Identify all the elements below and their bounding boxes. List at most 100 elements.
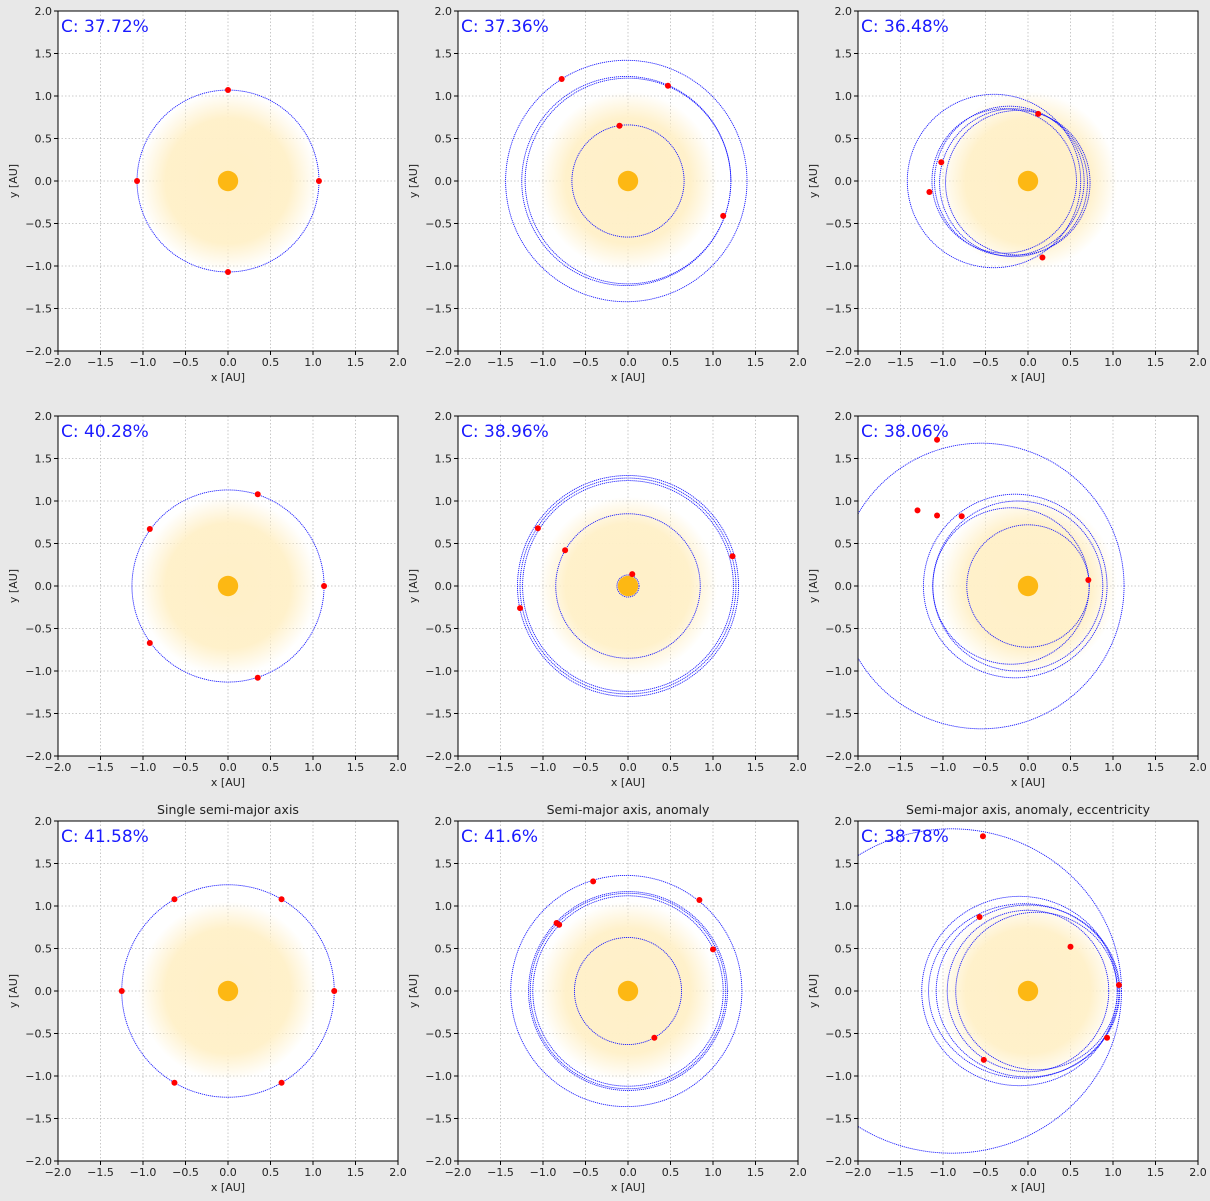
y-tick-label: −2.0 [825, 345, 852, 358]
y-tick-label: 1.5 [435, 858, 453, 871]
x-tick-label: 2.0 [389, 356, 407, 369]
orbit-path [522, 480, 734, 692]
x-tick-label: 0.0 [1019, 761, 1037, 774]
planet-point [958, 513, 965, 520]
y-tick-label: 2.0 [435, 410, 453, 423]
x-tick-label: 2.0 [789, 1166, 807, 1179]
x-tick-label: −0.5 [572, 761, 599, 774]
subplot-9: −2.0−2.0 −1.5 −1.5 −1.0 −1.0 −0.5 −0.5 0.0 0.0 0.… [807, 802, 1207, 1194]
x-tick-label: 1.5 [1147, 356, 1165, 369]
y-axis-label: y [AU] [407, 569, 420, 603]
planet-point [979, 833, 986, 840]
y-tick-label: 0.5 [35, 133, 53, 146]
x-tick-label: −1.5 [87, 1166, 114, 1179]
x-tick-label: 1.5 [347, 761, 365, 774]
y-tick-label: 1.5 [35, 48, 53, 61]
plot-area [906, 91, 1118, 271]
y-axis-label: y [AU] [807, 569, 820, 603]
y-tick-label: 1.0 [435, 900, 453, 913]
coverage-label: C: 38.06% [861, 422, 949, 442]
x-tick-label: 1.5 [1147, 761, 1165, 774]
orbit-path [519, 477, 737, 695]
orbit-path [532, 895, 724, 1087]
x-tick-label: 0.5 [1062, 761, 1080, 774]
x-tick-label: 0.0 [619, 761, 637, 774]
y-tick-label: 1.0 [35, 90, 53, 103]
planet-point [1035, 110, 1042, 117]
star-marker [217, 980, 239, 1002]
x-tick-label: 0.5 [262, 1166, 280, 1179]
x-tick-label: 0.0 [619, 356, 637, 369]
grid [858, 821, 1198, 1161]
x-tick-label: 2.0 [1189, 356, 1207, 369]
planet-point [980, 1056, 987, 1063]
planet-point [1104, 1034, 1111, 1041]
y-tick-label: 2.0 [435, 815, 453, 828]
planet-point [225, 87, 231, 94]
coverage-label: C: 36.48% [861, 17, 949, 37]
x-tick-label: −1.5 [87, 356, 114, 369]
x-tick-label: −1.5 [487, 1166, 514, 1179]
x-tick-label: −0.5 [572, 356, 599, 369]
subplot-8: −2.0−2.0 −1.5 −1.5 −1.0 −1.0 −0.5 −0.5 0.0 0.0 0.… [407, 802, 807, 1194]
subplot-1: −2.0−2.0 −1.5 −1.5 −1.0 −1.0 −0.5 −0.5 0.0 0.0 0.… [7, 5, 407, 384]
planet-point [562, 547, 569, 554]
x-tick-label: 1.5 [747, 356, 765, 369]
y-axis-label: y [AU] [407, 974, 420, 1008]
planet-point [720, 212, 727, 219]
x-tick-label: −1.5 [487, 356, 514, 369]
x-tick-label: −0.5 [972, 356, 999, 369]
star-marker [617, 980, 639, 1002]
orbit-path [571, 124, 685, 238]
y-tick-label: 0.5 [435, 538, 453, 551]
x-tick-label: −2.0 [445, 356, 472, 369]
x-tick-label: 0.0 [219, 761, 237, 774]
y-tick-label: 0.5 [835, 133, 853, 146]
grid [858, 416, 1198, 756]
y-tick-label: −1.0 [25, 260, 52, 273]
grid [458, 821, 798, 1161]
x-axis-label: x [AU] [611, 1181, 645, 1194]
planet-point [171, 1079, 178, 1086]
y-tick-label: −1.0 [825, 1070, 852, 1083]
subplot-grid: −2.0 −2.0 −1.5 −1.5 −1.0 −1.0 −0.5 −0.5 0.0 0.0 0.… [7, 5, 1207, 1194]
orbit-path [555, 513, 701, 659]
x-tick-label: 0.5 [262, 761, 280, 774]
x-axis-label: x [AU] [611, 371, 645, 384]
y-axis-label: y [AU] [7, 974, 20, 1008]
y-axis-label: y [AU] [807, 974, 820, 1008]
y-axis-label: y [AU] [807, 164, 820, 198]
star-marker [617, 170, 639, 192]
plot-area [517, 475, 739, 697]
y-tick-label: 0.0 [435, 175, 453, 188]
y-tick-label: 0.0 [35, 175, 53, 188]
y-tick-label: −1.5 [825, 708, 852, 721]
coverage-label: C: 41.58% [61, 827, 149, 847]
y-tick-label: 0.5 [435, 943, 453, 956]
x-tick-label: 1.5 [747, 1166, 765, 1179]
grid [58, 416, 398, 756]
y-tick-label: −0.5 [425, 1028, 452, 1041]
subplot-title: Single semi-major axis [157, 802, 299, 817]
plot-area [131, 489, 328, 683]
x-tick-label: −1.5 [487, 761, 514, 774]
y-tick-label: 0.0 [435, 580, 453, 593]
y-tick-label: 0.0 [35, 985, 53, 998]
planet-point [1039, 254, 1046, 261]
x-tick-label: 2.0 [389, 1166, 407, 1179]
subplot-2: −2.0−2.0 −1.5 −1.5 −1.0 −1.0 −0.5 −0.5 0.0 0.0 0.… [407, 5, 807, 384]
y-tick-label: 1.5 [35, 453, 53, 466]
y-tick-label: 2.0 [835, 815, 853, 828]
orbit-path [928, 903, 1120, 1079]
x-tick-label: 0.5 [662, 761, 680, 774]
x-tick-label: 0.5 [662, 356, 680, 369]
planet-point [664, 82, 671, 89]
grid [858, 11, 1198, 351]
x-tick-label: −1.5 [887, 356, 914, 369]
x-tick-label: −2.0 [445, 1166, 472, 1179]
x-tick-label: 2.0 [1189, 761, 1207, 774]
orbit-path [521, 75, 732, 287]
planet-point [914, 507, 921, 514]
y-tick-label: 1.0 [435, 90, 453, 103]
x-tick-label: −1.0 [130, 1166, 157, 1179]
